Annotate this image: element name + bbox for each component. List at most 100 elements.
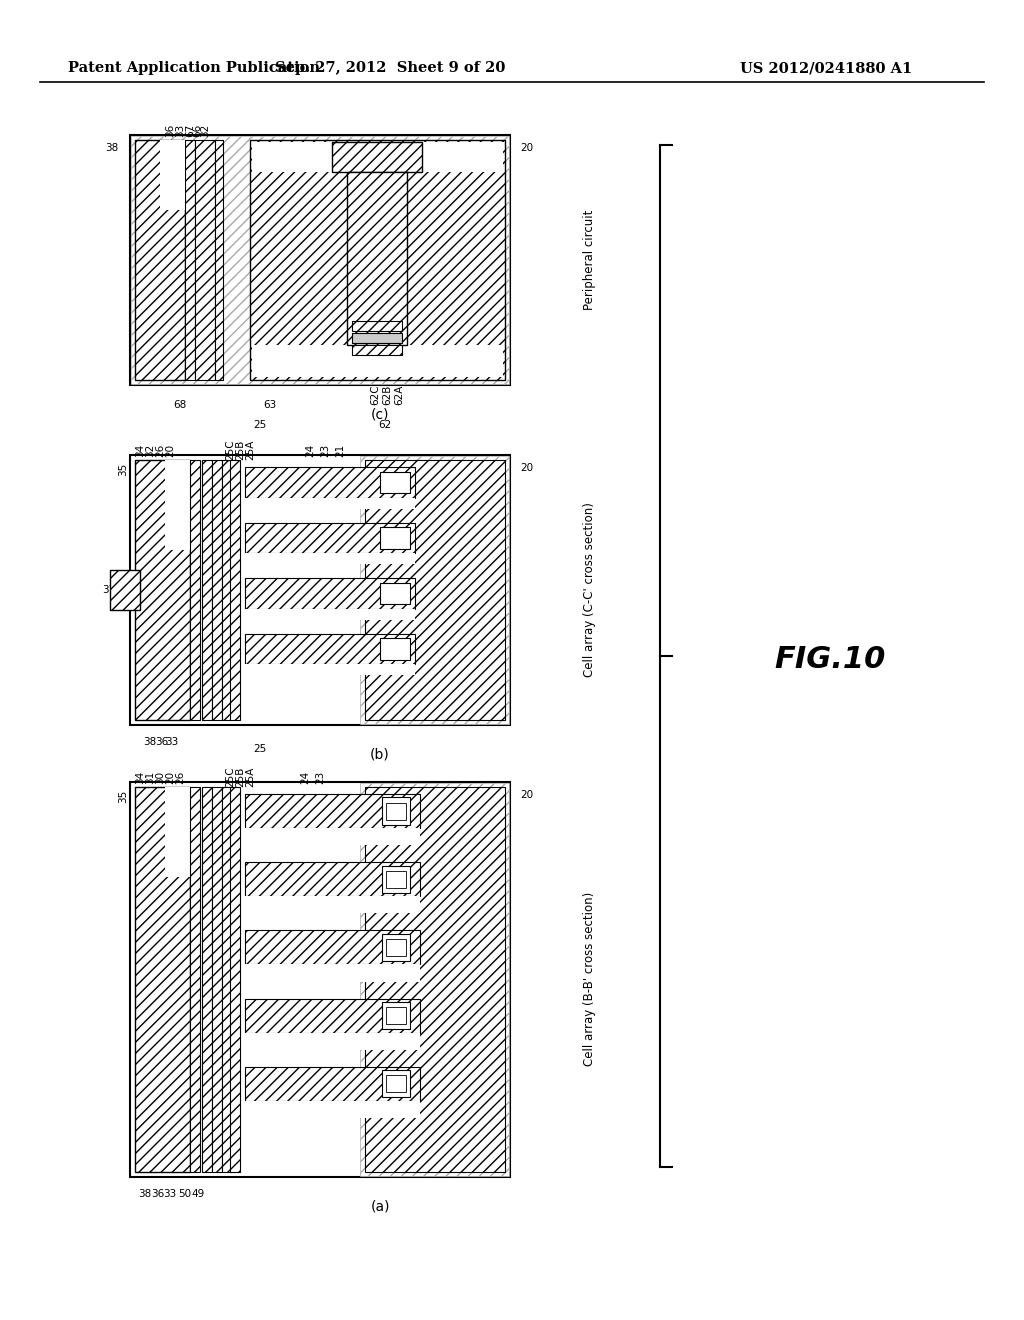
Text: 66: 66: [193, 123, 202, 137]
Bar: [190, 787, 200, 1172]
Bar: [222, 459, 232, 719]
Text: 25A: 25A: [245, 440, 255, 461]
Text: 32: 32: [145, 444, 155, 457]
Bar: [386, 1007, 406, 1024]
Bar: [135, 459, 190, 719]
Text: 68: 68: [173, 400, 186, 411]
Bar: [250, 140, 505, 380]
Text: 33: 33: [165, 737, 178, 747]
Text: 33: 33: [164, 1189, 176, 1199]
Bar: [245, 609, 415, 620]
Text: Peripheral circuit: Peripheral circuit: [584, 210, 597, 310]
Bar: [230, 459, 240, 719]
Bar: [110, 570, 140, 610]
Bar: [386, 939, 406, 956]
Bar: [352, 345, 402, 355]
Text: 35: 35: [118, 463, 128, 477]
Text: 65: 65: [460, 160, 473, 170]
Bar: [245, 578, 415, 609]
Bar: [215, 140, 223, 380]
Bar: [365, 787, 505, 1172]
Text: 26: 26: [175, 771, 185, 784]
Bar: [352, 321, 402, 331]
Text: 26: 26: [155, 444, 165, 457]
Bar: [245, 998, 420, 1032]
Bar: [135, 140, 185, 380]
Text: Cell array (C-C' cross section): Cell array (C-C' cross section): [584, 503, 597, 677]
Bar: [352, 333, 402, 343]
Bar: [245, 1067, 420, 1101]
Bar: [202, 787, 212, 1172]
Text: 20: 20: [165, 444, 175, 457]
Bar: [245, 862, 420, 896]
Bar: [332, 143, 422, 172]
Bar: [360, 455, 509, 723]
Bar: [222, 787, 232, 1172]
Text: 30: 30: [155, 771, 165, 784]
Text: Sep. 27, 2012  Sheet 9 of 20: Sep. 27, 2012 Sheet 9 of 20: [274, 61, 505, 75]
Text: 62C: 62C: [370, 384, 380, 405]
Text: 34: 34: [135, 444, 145, 457]
Bar: [130, 781, 510, 1177]
Text: 20: 20: [165, 771, 175, 784]
Bar: [245, 634, 415, 664]
Bar: [195, 140, 215, 380]
Text: 38: 38: [143, 737, 157, 747]
Text: 33: 33: [175, 123, 185, 137]
Text: Patent Application Publication: Patent Application Publication: [68, 61, 319, 75]
Bar: [130, 455, 510, 725]
Text: 35: 35: [118, 789, 128, 804]
Bar: [245, 828, 420, 845]
Bar: [130, 135, 510, 385]
Text: 49: 49: [191, 1189, 205, 1199]
Bar: [380, 639, 410, 660]
Text: 36: 36: [156, 737, 169, 747]
Text: 25: 25: [253, 744, 266, 754]
Bar: [165, 459, 190, 550]
Bar: [245, 664, 415, 676]
Text: (a): (a): [371, 1200, 390, 1214]
Text: (b): (b): [370, 748, 390, 762]
Bar: [386, 1076, 406, 1092]
Text: 63: 63: [263, 400, 276, 411]
Bar: [212, 459, 222, 719]
Bar: [165, 787, 190, 876]
Bar: [245, 498, 415, 508]
Text: 24: 24: [305, 444, 315, 457]
Text: 25A: 25A: [245, 767, 255, 787]
Bar: [365, 459, 505, 719]
Bar: [382, 1071, 410, 1097]
Text: 31: 31: [145, 771, 155, 784]
Bar: [245, 795, 420, 828]
Bar: [382, 797, 410, 825]
Bar: [380, 471, 410, 492]
Bar: [347, 172, 407, 345]
Bar: [360, 783, 509, 1176]
Bar: [245, 896, 420, 913]
Text: 50: 50: [178, 1189, 191, 1199]
Text: 21: 21: [335, 444, 345, 457]
Bar: [380, 527, 410, 549]
Text: 38: 38: [138, 1189, 152, 1199]
Bar: [212, 787, 222, 1172]
Text: US 2012/0241880 A1: US 2012/0241880 A1: [740, 61, 912, 75]
Text: 62: 62: [379, 420, 391, 430]
Bar: [202, 459, 212, 719]
Text: 25C: 25C: [225, 767, 234, 787]
Bar: [245, 931, 420, 965]
Text: 23: 23: [315, 771, 325, 784]
Bar: [245, 1101, 420, 1118]
Text: (c): (c): [371, 408, 389, 422]
Text: 36: 36: [152, 1189, 165, 1199]
Text: 20: 20: [520, 789, 534, 800]
Bar: [382, 866, 410, 892]
Bar: [245, 553, 415, 564]
Text: 60: 60: [460, 290, 473, 300]
Text: 20: 20: [520, 143, 534, 153]
Text: 67: 67: [185, 123, 195, 137]
Bar: [382, 933, 410, 961]
Bar: [382, 1002, 410, 1030]
Text: 25C: 25C: [225, 440, 234, 461]
Bar: [386, 803, 406, 820]
Text: 37: 37: [102, 585, 116, 595]
